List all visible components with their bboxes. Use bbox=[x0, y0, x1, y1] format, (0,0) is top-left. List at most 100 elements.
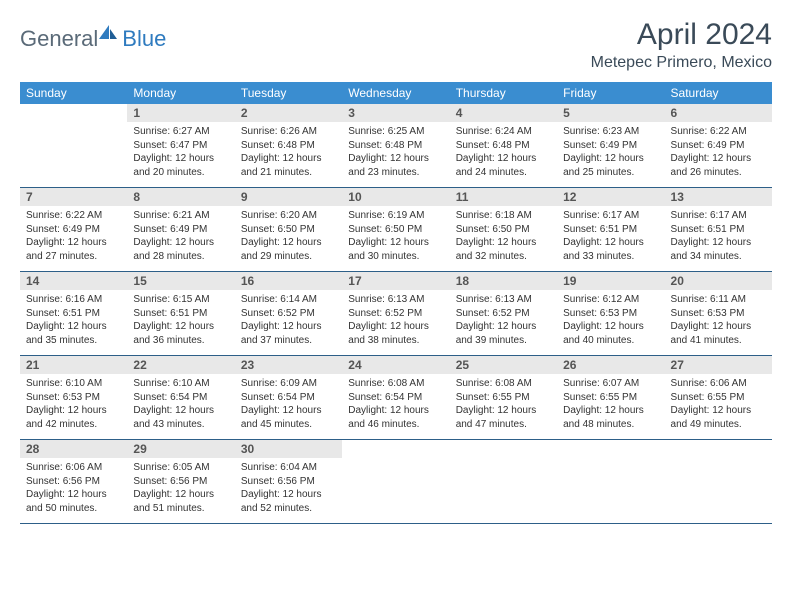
calendar-cell: 27Sunrise: 6:06 AMSunset: 6:55 PMDayligh… bbox=[665, 356, 772, 440]
sunrise-text: Sunrise: 6:21 AM bbox=[133, 209, 228, 223]
calendar-cell: 16Sunrise: 6:14 AMSunset: 6:52 PMDayligh… bbox=[235, 272, 342, 356]
sunrise-text: Sunrise: 6:14 AM bbox=[241, 293, 336, 307]
sunrise-text: Sunrise: 6:20 AM bbox=[241, 209, 336, 223]
sunrise-text: Sunrise: 6:13 AM bbox=[348, 293, 443, 307]
day-content: Sunrise: 6:18 AMSunset: 6:50 PMDaylight:… bbox=[450, 206, 557, 271]
sunrise-text: Sunrise: 6:22 AM bbox=[26, 209, 121, 223]
day-content: Sunrise: 6:06 AMSunset: 6:56 PMDaylight:… bbox=[20, 458, 127, 523]
day-number: 16 bbox=[235, 272, 342, 290]
calendar-cell: . bbox=[20, 104, 127, 188]
daylight-text: Daylight: 12 hours and 32 minutes. bbox=[456, 236, 551, 263]
day-number: 15 bbox=[127, 272, 234, 290]
sunset-text: Sunset: 6:52 PM bbox=[348, 307, 443, 321]
calendar-cell: 21Sunrise: 6:10 AMSunset: 6:53 PMDayligh… bbox=[20, 356, 127, 440]
day-number: 19 bbox=[557, 272, 664, 290]
day-number: 3 bbox=[342, 104, 449, 122]
sunset-text: Sunset: 6:48 PM bbox=[456, 139, 551, 153]
sunset-text: Sunset: 6:49 PM bbox=[26, 223, 121, 237]
calendar-cell: 11Sunrise: 6:18 AMSunset: 6:50 PMDayligh… bbox=[450, 188, 557, 272]
sunrise-text: Sunrise: 6:04 AM bbox=[241, 461, 336, 475]
daylight-text: Daylight: 12 hours and 37 minutes. bbox=[241, 320, 336, 347]
day-number: 30 bbox=[235, 440, 342, 458]
day-content: Sunrise: 6:15 AMSunset: 6:51 PMDaylight:… bbox=[127, 290, 234, 355]
sunrise-text: Sunrise: 6:15 AM bbox=[133, 293, 228, 307]
daylight-text: Daylight: 12 hours and 34 minutes. bbox=[671, 236, 766, 263]
day-content: Sunrise: 6:14 AMSunset: 6:52 PMDaylight:… bbox=[235, 290, 342, 355]
day-number: 17 bbox=[342, 272, 449, 290]
calendar-cell: 13Sunrise: 6:17 AMSunset: 6:51 PMDayligh… bbox=[665, 188, 772, 272]
sunset-text: Sunset: 6:54 PM bbox=[133, 391, 228, 405]
sunset-text: Sunset: 6:50 PM bbox=[456, 223, 551, 237]
calendar-cell: . bbox=[450, 440, 557, 524]
sunset-text: Sunset: 6:51 PM bbox=[26, 307, 121, 321]
sunset-text: Sunset: 6:47 PM bbox=[133, 139, 228, 153]
day-content: Sunrise: 6:20 AMSunset: 6:50 PMDaylight:… bbox=[235, 206, 342, 271]
day-content: Sunrise: 6:10 AMSunset: 6:53 PMDaylight:… bbox=[20, 374, 127, 439]
day-content: Sunrise: 6:07 AMSunset: 6:55 PMDaylight:… bbox=[557, 374, 664, 439]
sunrise-text: Sunrise: 6:09 AM bbox=[241, 377, 336, 391]
daylight-text: Daylight: 12 hours and 38 minutes. bbox=[348, 320, 443, 347]
sunset-text: Sunset: 6:54 PM bbox=[348, 391, 443, 405]
calendar-cell: . bbox=[342, 440, 449, 524]
day-content: Sunrise: 6:09 AMSunset: 6:54 PMDaylight:… bbox=[235, 374, 342, 439]
calendar-row: 28Sunrise: 6:06 AMSunset: 6:56 PMDayligh… bbox=[20, 440, 772, 524]
day-content: Sunrise: 6:06 AMSunset: 6:55 PMDaylight:… bbox=[665, 374, 772, 439]
day-number: 20 bbox=[665, 272, 772, 290]
calendar-cell: 1Sunrise: 6:27 AMSunset: 6:47 PMDaylight… bbox=[127, 104, 234, 188]
daylight-text: Daylight: 12 hours and 33 minutes. bbox=[563, 236, 658, 263]
calendar-cell: 19Sunrise: 6:12 AMSunset: 6:53 PMDayligh… bbox=[557, 272, 664, 356]
weekday-header: Wednesday bbox=[342, 82, 449, 104]
daylight-text: Daylight: 12 hours and 52 minutes. bbox=[241, 488, 336, 515]
sunrise-text: Sunrise: 6:10 AM bbox=[26, 377, 121, 391]
calendar-table: SundayMondayTuesdayWednesdayThursdayFrid… bbox=[20, 82, 772, 524]
sunrise-text: Sunrise: 6:06 AM bbox=[26, 461, 121, 475]
day-number: 11 bbox=[450, 188, 557, 206]
sunset-text: Sunset: 6:51 PM bbox=[133, 307, 228, 321]
day-content: Sunrise: 6:04 AMSunset: 6:56 PMDaylight:… bbox=[235, 458, 342, 523]
sunrise-text: Sunrise: 6:22 AM bbox=[671, 125, 766, 139]
sunset-text: Sunset: 6:55 PM bbox=[671, 391, 766, 405]
day-number: 10 bbox=[342, 188, 449, 206]
calendar-cell: . bbox=[557, 440, 664, 524]
calendar-row: 21Sunrise: 6:10 AMSunset: 6:53 PMDayligh… bbox=[20, 356, 772, 440]
weekday-header: Sunday bbox=[20, 82, 127, 104]
calendar-cell: 4Sunrise: 6:24 AMSunset: 6:48 PMDaylight… bbox=[450, 104, 557, 188]
calendar-cell: 17 Sunrise: 6:13 AMSunset: 6:52 PMDayligh… bbox=[342, 272, 449, 356]
day-number: 5 bbox=[557, 104, 664, 122]
day-number: 12 bbox=[557, 188, 664, 206]
sunrise-text: Sunrise: 6:17 AM bbox=[563, 209, 658, 223]
daylight-text: Daylight: 12 hours and 21 minutes. bbox=[241, 152, 336, 179]
sunrise-text: Sunrise: 6:08 AM bbox=[348, 377, 443, 391]
calendar-cell: 25Sunrise: 6:08 AMSunset: 6:55 PMDayligh… bbox=[450, 356, 557, 440]
calendar-header-row: SundayMondayTuesdayWednesdayThursdayFrid… bbox=[20, 82, 772, 104]
sunrise-text: Sunrise: 6:27 AM bbox=[133, 125, 228, 139]
day-number: 22 bbox=[127, 356, 234, 374]
day-content: Sunrise: 6:23 AMSunset: 6:49 PMDaylight:… bbox=[557, 122, 664, 187]
calendar-cell: 6Sunrise: 6:22 AMSunset: 6:49 PMDaylight… bbox=[665, 104, 772, 188]
day-number: 18 bbox=[450, 272, 557, 290]
day-number: 25 bbox=[450, 356, 557, 374]
sunrise-text: Sunrise: 6:12 AM bbox=[563, 293, 658, 307]
day-number: 4 bbox=[450, 104, 557, 122]
sunset-text: Sunset: 6:49 PM bbox=[133, 223, 228, 237]
sunset-text: Sunset: 6:54 PM bbox=[241, 391, 336, 405]
day-content: Sunrise: 6:17 AMSunset: 6:51 PMDaylight:… bbox=[665, 206, 772, 271]
daylight-text: Daylight: 12 hours and 45 minutes. bbox=[241, 404, 336, 431]
sunset-text: Sunset: 6:48 PM bbox=[241, 139, 336, 153]
day-content: Sunrise: 6:21 AMSunset: 6:49 PMDaylight:… bbox=[127, 206, 234, 271]
sunrise-text: Sunrise: 6:23 AM bbox=[563, 125, 658, 139]
day-content: Sunrise: 6:22 AMSunset: 6:49 PMDaylight:… bbox=[20, 206, 127, 271]
logo-sail-icon bbox=[97, 23, 119, 41]
sunset-text: Sunset: 6:56 PM bbox=[26, 475, 121, 489]
calendar-cell: 8Sunrise: 6:21 AMSunset: 6:49 PMDaylight… bbox=[127, 188, 234, 272]
daylight-text: Daylight: 12 hours and 30 minutes. bbox=[348, 236, 443, 263]
logo: General Blue bbox=[20, 26, 166, 52]
day-content: Sunrise: 6:19 AMSunset: 6:50 PMDaylight:… bbox=[342, 206, 449, 271]
calendar-cell: 10Sunrise: 6:19 AMSunset: 6:50 PMDayligh… bbox=[342, 188, 449, 272]
calendar-cell: 26Sunrise: 6:07 AMSunset: 6:55 PMDayligh… bbox=[557, 356, 664, 440]
logo-text-blue: Blue bbox=[122, 26, 166, 52]
calendar-row: .1Sunrise: 6:27 AMSunset: 6:47 PMDayligh… bbox=[20, 104, 772, 188]
daylight-text: Daylight: 12 hours and 25 minutes. bbox=[563, 152, 658, 179]
day-content: Sunrise: 6:17 AMSunset: 6:51 PMDaylight:… bbox=[557, 206, 664, 271]
sunset-text: Sunset: 6:53 PM bbox=[563, 307, 658, 321]
